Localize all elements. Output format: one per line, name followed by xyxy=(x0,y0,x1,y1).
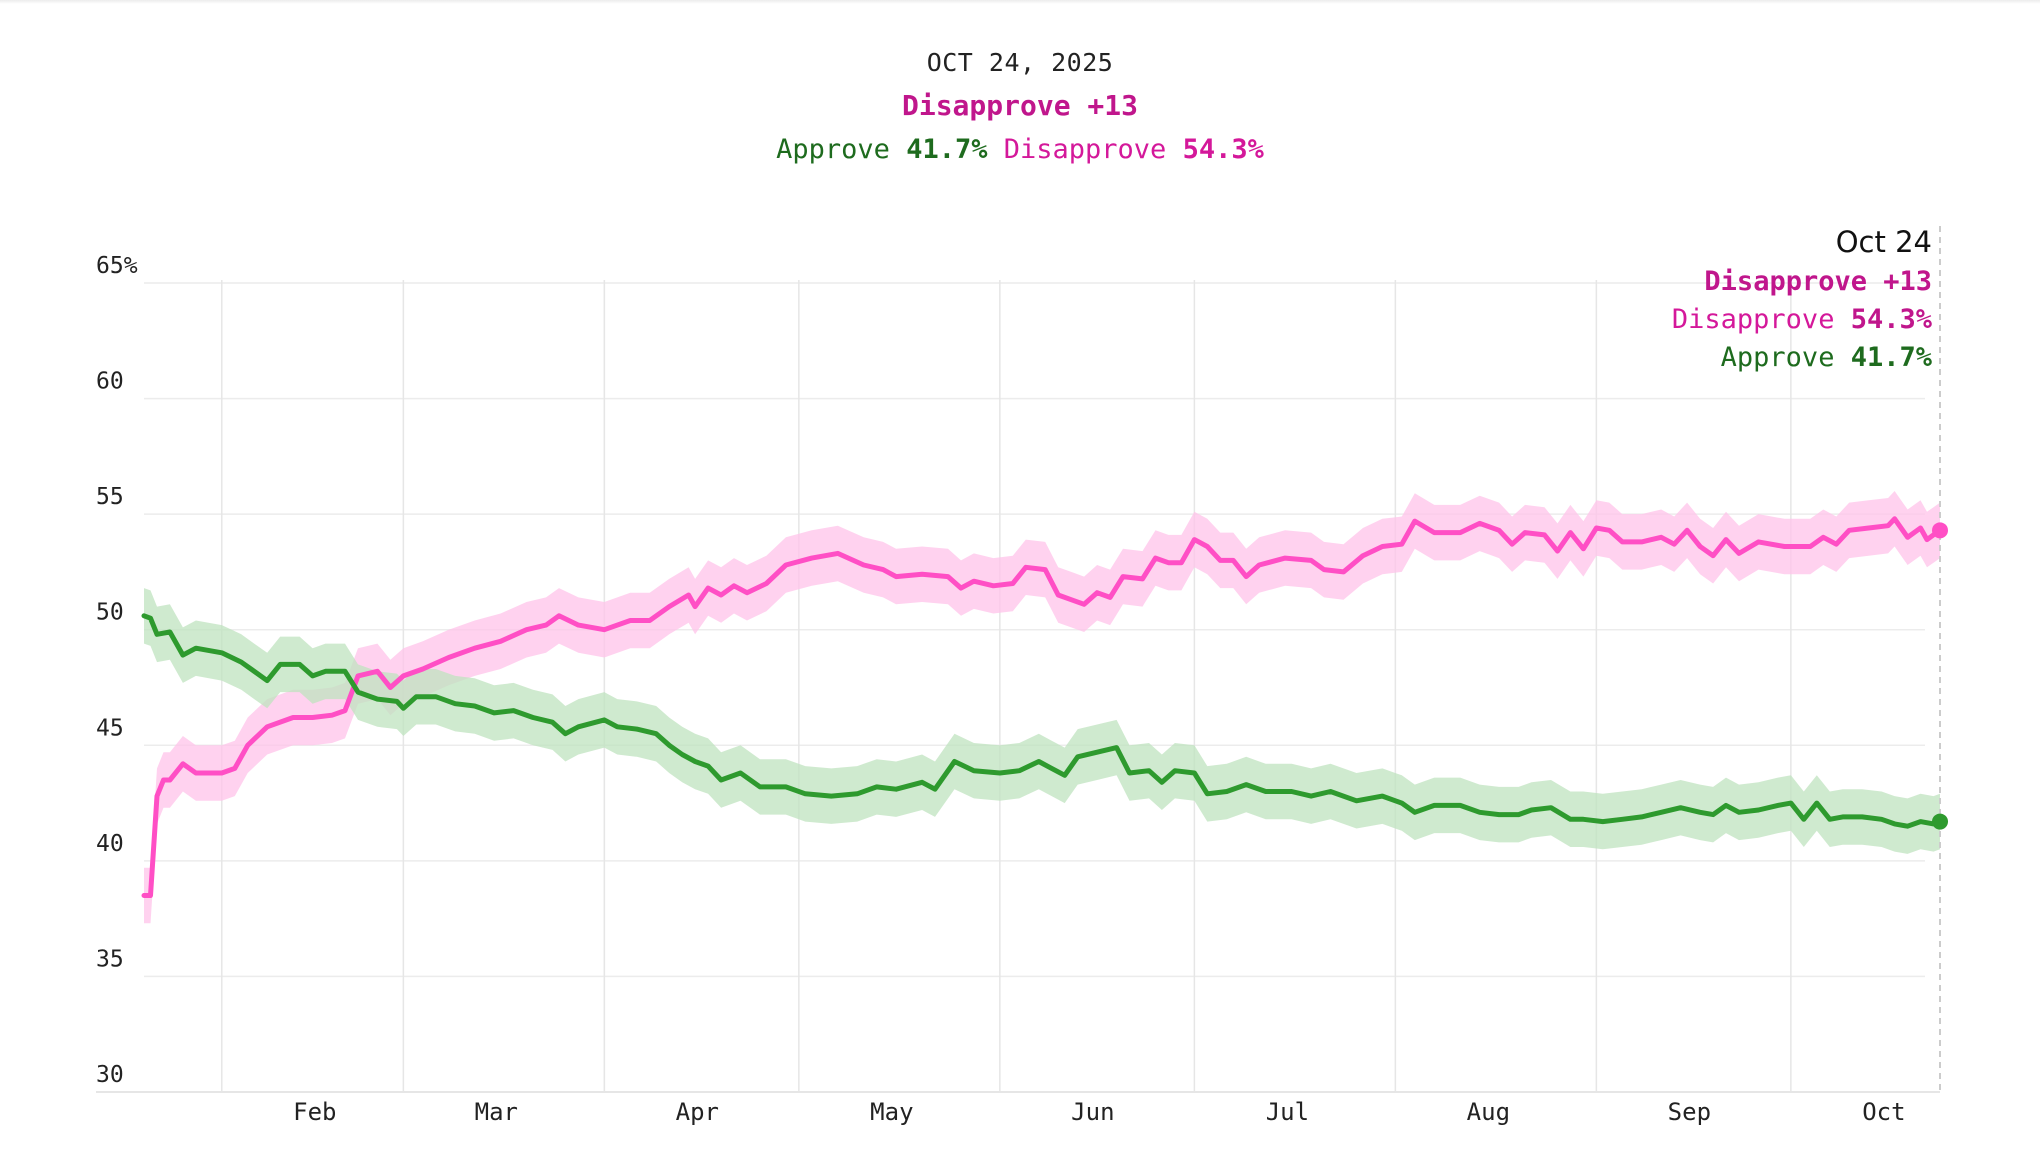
tooltip-disapprove: Disapprove 54.3% xyxy=(1672,304,1933,335)
tooltip-date: Oct 24 xyxy=(1836,225,1932,259)
series-endpoints xyxy=(1932,522,1948,830)
x-tick-label: Sep xyxy=(1668,1098,1711,1126)
approve-line xyxy=(141,613,1943,829)
summary-values: Approve 41.7% Disapprove 54.3% xyxy=(0,134,2040,165)
vertical-gridlines xyxy=(221,280,1792,1092)
disapprove-band xyxy=(144,491,1940,924)
y-tick-label: 40 xyxy=(96,831,124,857)
x-tick-label: Feb xyxy=(293,1098,336,1126)
y-tick-label: 30 xyxy=(96,1062,124,1088)
y-tick-label: 50 xyxy=(96,600,124,626)
disapprove-line xyxy=(141,516,1943,898)
summary-net-label: Disapprove +13 xyxy=(901,89,1138,122)
y-tick-label: 55 xyxy=(96,484,124,510)
tooltip-disapprove-value: 54.3% xyxy=(1851,304,1933,335)
x-axis-labels: Feb Mar Apr May Jun Jul Aug Sep Oct xyxy=(293,1098,1905,1126)
hover-tooltip: Oct 24 Disapprove +13 Disapprove 54.3% A… xyxy=(1672,225,1933,373)
confidence-bands xyxy=(144,491,1940,924)
disapprove-endpoint xyxy=(1932,522,1948,539)
approve-band xyxy=(144,588,1940,854)
summary-approve-value: 41.7% xyxy=(906,134,988,165)
y-tick-label: 65% xyxy=(96,253,138,279)
y-tick-label: 60 xyxy=(96,369,124,395)
tooltip-disapprove-label: Disapprove xyxy=(1672,304,1835,335)
summary-disapprove-value: 54.3% xyxy=(1182,134,1264,165)
tooltip-approve: Approve 41.7% xyxy=(1721,342,1933,373)
x-tick-label: Mar xyxy=(475,1098,518,1126)
series-lines xyxy=(141,516,1943,898)
x-tick-label: Aug xyxy=(1467,1098,1510,1126)
x-tick-label: Jun xyxy=(1071,1098,1114,1126)
tooltip-approve-value: 41.7% xyxy=(1851,342,1933,373)
summary-disapprove-label: Disapprove xyxy=(1003,134,1167,165)
summary-approve-label: Approve xyxy=(776,134,890,165)
tooltip-approve-label: Approve xyxy=(1721,342,1835,373)
y-axis-labels: 65% 60 55 50 45 40 35 30 xyxy=(96,253,138,1088)
summary-date: OCT 24, 2025 xyxy=(926,48,1114,77)
y-tick-label: 35 xyxy=(96,946,124,972)
tooltip-net-label: Disapprove +13 xyxy=(1704,266,1932,297)
x-tick-label: Oct xyxy=(1862,1098,1905,1126)
approve-endpoint xyxy=(1932,813,1948,830)
y-tick-label: 45 xyxy=(96,715,124,741)
x-tick-label: Apr xyxy=(676,1098,719,1126)
x-tick-label: May xyxy=(870,1098,913,1126)
summary-header: OCT 24, 2025 Disapprove +13 Approve 41.7… xyxy=(0,48,2040,165)
top-shadow-bar xyxy=(0,0,2040,4)
x-tick-label: Jul xyxy=(1266,1098,1309,1126)
